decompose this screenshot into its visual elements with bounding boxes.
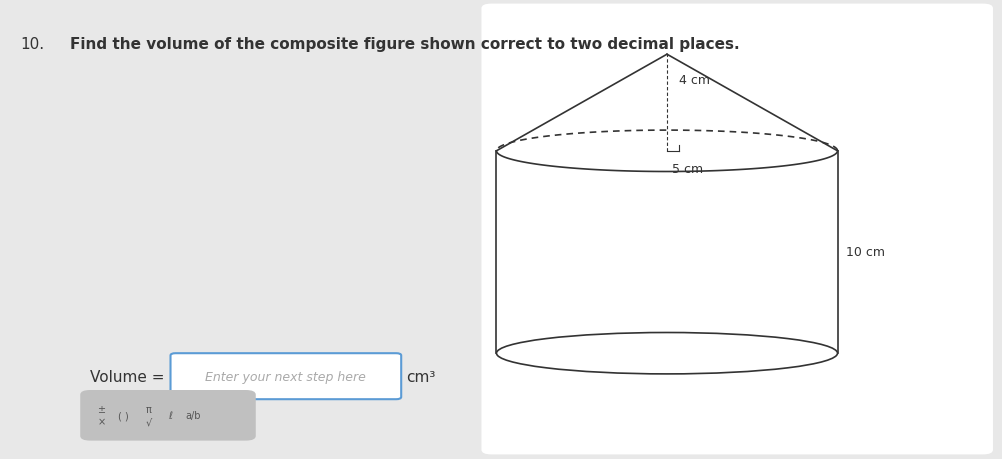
Text: ( ): ( ) [118, 410, 128, 420]
Text: Volume =: Volume = [90, 369, 164, 384]
FancyBboxPatch shape [481, 5, 992, 454]
Text: 10 cm: 10 cm [845, 246, 884, 259]
FancyBboxPatch shape [80, 390, 256, 441]
Text: 4 cm: 4 cm [678, 74, 709, 87]
Text: a/b: a/b [185, 410, 201, 420]
Text: ±
×: ± × [97, 405, 105, 426]
Text: Enter your next step here: Enter your next step here [205, 370, 366, 383]
Text: 5 cm: 5 cm [671, 163, 702, 176]
Text: ℓ: ℓ [168, 410, 172, 420]
Text: 10.: 10. [20, 37, 44, 52]
Text: cm³: cm³ [406, 369, 435, 384]
Text: π
√: π √ [145, 405, 151, 426]
FancyBboxPatch shape [170, 353, 401, 399]
Text: Find the volume of the composite figure shown correct to two decimal places.: Find the volume of the composite figure … [70, 37, 739, 52]
